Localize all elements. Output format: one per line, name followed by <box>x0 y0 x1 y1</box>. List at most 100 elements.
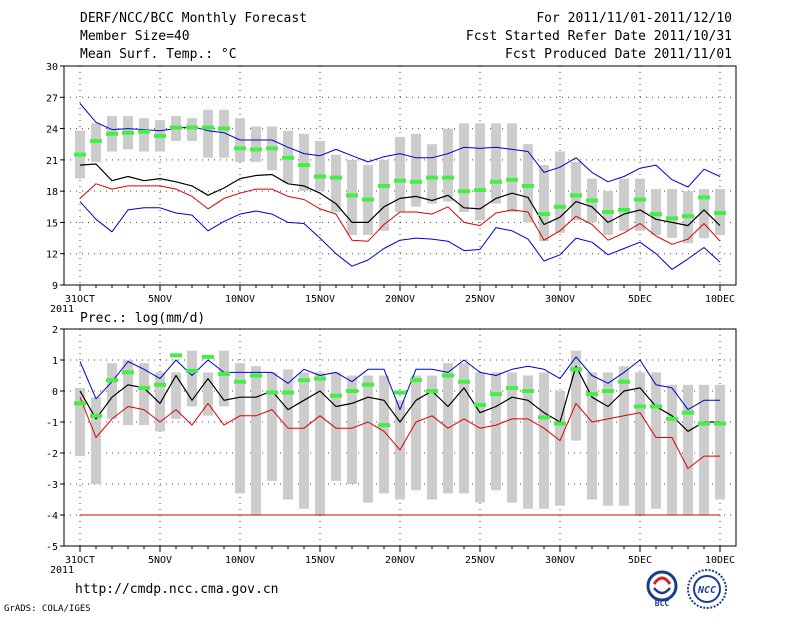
c0-ytick-label-18: 18 <box>46 187 58 198</box>
c1-median-20 <box>394 390 406 395</box>
c0-median-36 <box>650 212 662 217</box>
c0-box-37 <box>667 189 677 239</box>
c1-median-3 <box>122 370 134 375</box>
c1-box-3 <box>123 360 133 426</box>
c0-median-19 <box>378 183 390 188</box>
c0-median-30 <box>554 204 566 209</box>
c0-median-1 <box>90 139 102 144</box>
c0-median-5 <box>154 133 166 138</box>
footer-url[interactable]: http://cmdp.ncc.cma.gov.cn <box>75 582 279 597</box>
c0-median-31 <box>570 193 582 198</box>
c0-median-13 <box>282 155 294 160</box>
c0-box-16 <box>331 154 341 212</box>
c0-box-24 <box>459 123 469 212</box>
started-date: Fcst Started Refer Date 2011/10/31 <box>465 29 732 44</box>
c1-ytick-label--4: -4 <box>46 511 58 522</box>
c0-median-8 <box>202 125 214 130</box>
c1-ytick-label-0: 0 <box>52 387 58 398</box>
c0-box-31 <box>571 161 581 221</box>
c1-median-7 <box>186 368 198 373</box>
c0-box-20 <box>395 136 405 212</box>
c0-median-17 <box>346 193 358 198</box>
c0-box-36 <box>651 189 661 235</box>
c1-xtick-label-30NOV: 30NOV <box>545 555 575 566</box>
c0-box-39 <box>699 189 709 239</box>
c1-xtick-label-10DEC: 10DEC <box>705 555 735 566</box>
c1-box-1 <box>91 397 101 484</box>
c0-median-39 <box>698 195 710 200</box>
c0-low-percentile-line <box>79 183 721 245</box>
c0-box-7 <box>187 118 197 142</box>
c0-median-7 <box>186 125 198 130</box>
c1-median-1 <box>90 413 102 418</box>
c1-median-5 <box>154 382 166 387</box>
temperature-chart: 9 12 15 18 21 24 27 30 31OCT 5NOV 10NOV 15NOV 20NOV 2… <box>46 62 737 315</box>
c1-xtick-label-5NOV: 5NOV <box>148 555 172 566</box>
c0-ytick-label-12: 12 <box>46 250 58 261</box>
c1-median-39 <box>698 421 710 426</box>
c1-box-22 <box>427 375 437 500</box>
c1-ensemble-mean-line <box>79 365 720 432</box>
c1-box-2 <box>107 363 117 419</box>
c0-xtick-label-15NOV: 15NOV <box>305 294 335 305</box>
c0-xtick-label-5NOV: 5NOV <box>148 294 172 305</box>
c1-xtick-label-10NOV: 10NOV <box>225 555 255 566</box>
c1-low-percentile-line <box>79 397 720 469</box>
c1-median-34 <box>618 379 630 384</box>
c1-ytick-label--1: -1 <box>46 418 58 429</box>
c0-box-4 <box>139 118 149 152</box>
c0-year-label: 2011 <box>50 304 74 315</box>
c1-box-33 <box>603 372 613 506</box>
c0-median-32 <box>586 198 598 203</box>
grads-credit: GrADS: COLA/IGES <box>4 604 91 614</box>
c1-ytick-label--3: -3 <box>46 480 58 491</box>
c1-median-21 <box>410 378 422 383</box>
c0-median-18 <box>362 197 374 202</box>
c0-box-14 <box>299 133 309 192</box>
c0-box-23 <box>443 128 453 202</box>
c1-median-28 <box>522 389 534 393</box>
c0-box-28 <box>523 144 533 223</box>
c1-box-15 <box>315 372 325 515</box>
c1-box-30 <box>555 391 565 506</box>
c0-box-17 <box>347 159 357 235</box>
c1-ytick-label-2: 2 <box>52 325 58 336</box>
c1-box-18 <box>363 375 373 503</box>
c1-xtick-label-5DEC: 5DEC <box>628 555 652 566</box>
c0-median-11 <box>250 147 262 152</box>
c0-xtick-label-20NOV: 20NOV <box>385 294 415 305</box>
c0-median-35 <box>634 197 646 202</box>
c1-median-30 <box>554 421 566 426</box>
c1-median-23 <box>442 373 454 378</box>
c1-median-12 <box>266 390 278 395</box>
c1-box-36 <box>651 372 661 509</box>
c1-box-29 <box>539 372 549 509</box>
c0-ytick-label-9: 9 <box>52 281 58 292</box>
c0-xtick-label-25NOV: 25NOV <box>465 294 495 305</box>
c0-median-0 <box>74 152 86 157</box>
c0-box-15 <box>315 141 325 192</box>
c1-median-10 <box>234 379 246 384</box>
c0-ytick-label-24: 24 <box>46 125 58 136</box>
c0-box-21 <box>411 133 421 207</box>
c1-ytick-label-1: 1 <box>52 356 58 367</box>
c1-box-40 <box>715 384 725 500</box>
c1-median-37 <box>666 416 678 421</box>
c0-median-21 <box>410 179 422 184</box>
c0-median-40 <box>714 211 726 216</box>
c0-median-15 <box>314 174 326 179</box>
c0-box-27 <box>507 123 517 212</box>
c1-box-7 <box>187 350 197 407</box>
c0-ytick-label-15: 15 <box>46 218 58 229</box>
c1-ytick-label--2: -2 <box>46 449 58 460</box>
c0-median-9 <box>218 126 230 131</box>
c0-median-24 <box>458 189 470 194</box>
c1-median-25 <box>474 402 486 407</box>
c0-box-19 <box>379 159 389 231</box>
c0-box-34 <box>619 178 629 231</box>
c1-xtick-label-15NOV: 15NOV <box>305 555 335 566</box>
c1-year-label: 2011 <box>50 565 74 576</box>
c1-box-24 <box>459 363 469 494</box>
c1-median-17 <box>346 389 358 393</box>
